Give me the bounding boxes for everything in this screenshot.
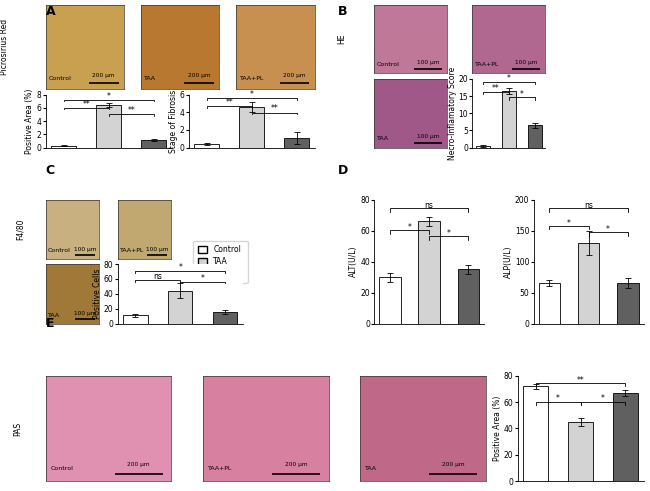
- Text: 100 μm: 100 μm: [515, 59, 538, 65]
- Text: D: D: [338, 164, 348, 177]
- Bar: [523, 386, 548, 481]
- Text: *: *: [567, 218, 571, 227]
- Text: *: *: [447, 229, 450, 238]
- Bar: [194, 144, 219, 147]
- Text: F4/80: F4/80: [16, 218, 25, 240]
- Text: ns: ns: [424, 201, 434, 210]
- Bar: [578, 243, 599, 324]
- Text: *: *: [408, 223, 411, 232]
- Bar: [168, 291, 192, 324]
- Bar: [239, 107, 264, 147]
- Bar: [528, 125, 542, 147]
- Text: Picrosirius Red: Picrosirius Red: [0, 19, 9, 75]
- Bar: [476, 146, 490, 147]
- Text: ns: ns: [584, 201, 593, 210]
- Text: C: C: [46, 164, 55, 177]
- Text: TAA+PL: TAA+PL: [208, 465, 232, 471]
- Text: **: **: [83, 100, 90, 109]
- Text: 100 μm: 100 μm: [73, 246, 96, 251]
- Text: TAA+PL: TAA+PL: [239, 76, 264, 81]
- Y-axis label: Positive Area (%): Positive Area (%): [25, 88, 34, 154]
- Text: 200 μm: 200 μm: [283, 73, 305, 79]
- Y-axis label: Positive Cells: Positive Cells: [92, 269, 101, 319]
- Text: TAA+PL: TAA+PL: [475, 62, 500, 67]
- Text: Control: Control: [377, 62, 400, 67]
- Bar: [617, 283, 638, 324]
- Text: TAA: TAA: [47, 313, 60, 318]
- Bar: [539, 283, 560, 324]
- Text: Control: Control: [47, 248, 70, 253]
- Text: *: *: [107, 92, 111, 101]
- Text: 200 μm: 200 μm: [92, 73, 115, 79]
- Text: HE: HE: [337, 34, 346, 45]
- Bar: [379, 277, 400, 324]
- Text: *: *: [520, 89, 524, 99]
- Text: *: *: [601, 394, 605, 403]
- Text: *: *: [556, 394, 560, 403]
- Text: TAA: TAA: [365, 465, 377, 471]
- Bar: [419, 221, 440, 324]
- Y-axis label: Stage of Fibrosis: Stage of Fibrosis: [168, 89, 177, 153]
- Text: 100 μm: 100 μm: [417, 134, 439, 138]
- Text: 100 μm: 100 μm: [146, 246, 168, 251]
- Y-axis label: ALT(U/L): ALT(U/L): [349, 246, 358, 277]
- Text: *: *: [201, 273, 205, 282]
- Text: 100 μm: 100 μm: [73, 311, 96, 316]
- Text: PAS: PAS: [13, 421, 22, 436]
- Bar: [502, 91, 516, 147]
- Y-axis label: Necro-Inflamatory Score: Necro-Inflamatory Score: [448, 67, 456, 160]
- Text: 200 μm: 200 μm: [285, 463, 307, 467]
- Text: Control: Control: [51, 465, 73, 471]
- Text: *: *: [507, 74, 511, 83]
- Text: E: E: [46, 317, 54, 329]
- Legend: Control, TAA, TAA+PL: Control, TAA, TAA+PL: [193, 241, 248, 283]
- Text: **: **: [226, 98, 233, 107]
- Text: TAA: TAA: [144, 76, 156, 81]
- Text: 200 μm: 200 μm: [127, 463, 150, 467]
- Text: TAA: TAA: [377, 136, 389, 141]
- Text: *: *: [178, 263, 182, 272]
- Text: **: **: [577, 376, 584, 385]
- Bar: [613, 393, 638, 481]
- Bar: [141, 139, 166, 147]
- Text: **: **: [127, 106, 135, 115]
- Bar: [568, 422, 593, 481]
- Text: Control: Control: [49, 76, 72, 81]
- Bar: [124, 315, 148, 324]
- Text: ns: ns: [153, 272, 162, 281]
- Text: **: **: [270, 105, 278, 113]
- Text: TAA+PL: TAA+PL: [120, 248, 144, 253]
- Bar: [285, 138, 309, 147]
- Text: B: B: [338, 5, 348, 18]
- Y-axis label: ALP(U/L): ALP(U/L): [504, 246, 513, 278]
- Text: *: *: [250, 90, 254, 99]
- Text: *: *: [606, 225, 610, 234]
- Text: 200 μm: 200 μm: [188, 73, 211, 79]
- Bar: [458, 270, 479, 324]
- Text: 200 μm: 200 μm: [442, 463, 465, 467]
- Bar: [51, 146, 76, 147]
- Text: 100 μm: 100 μm: [417, 59, 439, 65]
- Y-axis label: Positive Area (%): Positive Area (%): [493, 396, 502, 461]
- Bar: [96, 106, 121, 147]
- Text: A: A: [46, 5, 55, 18]
- Text: **: **: [492, 84, 500, 93]
- Bar: [213, 312, 237, 324]
